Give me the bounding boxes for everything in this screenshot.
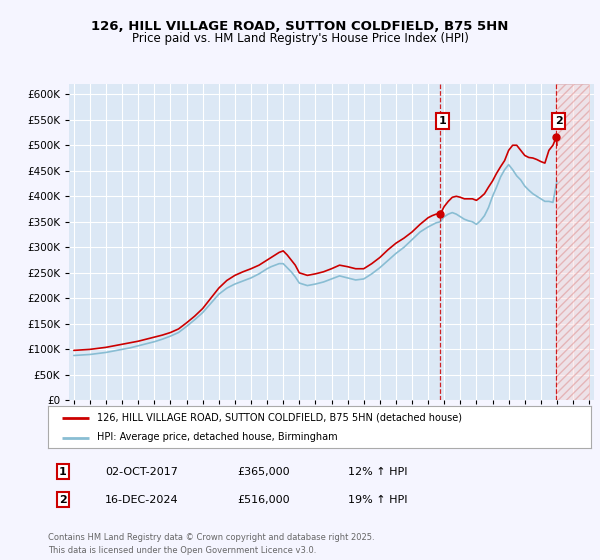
Text: 19% ↑ HPI: 19% ↑ HPI	[348, 494, 407, 505]
Text: 2: 2	[555, 116, 563, 126]
Text: 1: 1	[439, 116, 446, 126]
Text: £365,000: £365,000	[237, 466, 290, 477]
Text: 1: 1	[59, 466, 67, 477]
Text: 126, HILL VILLAGE ROAD, SUTTON COLDFIELD, B75 5HN (detached house): 126, HILL VILLAGE ROAD, SUTTON COLDFIELD…	[97, 413, 462, 423]
Text: 02-OCT-2017: 02-OCT-2017	[105, 466, 178, 477]
Text: £516,000: £516,000	[237, 494, 290, 505]
Text: 126, HILL VILLAGE ROAD, SUTTON COLDFIELD, B75 5HN: 126, HILL VILLAGE ROAD, SUTTON COLDFIELD…	[91, 20, 509, 32]
Bar	[556, 84, 589, 400]
Text: Contains HM Land Registry data © Crown copyright and database right 2025.
This d: Contains HM Land Registry data © Crown c…	[48, 533, 374, 556]
Text: 12% ↑ HPI: 12% ↑ HPI	[348, 466, 407, 477]
Text: HPI: Average price, detached house, Birmingham: HPI: Average price, detached house, Birm…	[97, 432, 337, 442]
Text: Price paid vs. HM Land Registry's House Price Index (HPI): Price paid vs. HM Land Registry's House …	[131, 32, 469, 45]
Text: 16-DEC-2024: 16-DEC-2024	[105, 494, 179, 505]
Text: 2: 2	[59, 494, 67, 505]
